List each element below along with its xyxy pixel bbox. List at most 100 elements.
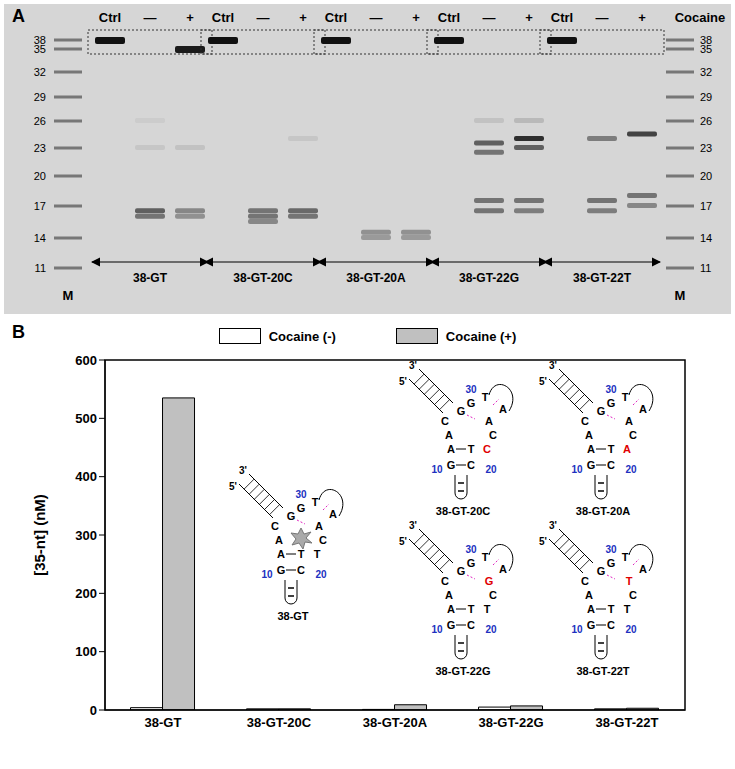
svg-text:A: A xyxy=(12,6,25,26)
svg-text:5': 5' xyxy=(399,536,407,547)
svg-text:A: A xyxy=(275,534,283,546)
svg-text:500: 500 xyxy=(75,411,97,426)
svg-text:23: 23 xyxy=(700,142,712,154)
svg-text:20: 20 xyxy=(625,624,637,635)
svg-text:A: A xyxy=(499,403,507,415)
svg-text:G: G xyxy=(467,557,476,569)
svg-text:C: C xyxy=(271,520,279,532)
svg-text:G: G xyxy=(277,564,286,576)
svg-text:C: C xyxy=(483,443,491,455)
svg-text:[35-nt] (nM): [35-nt] (nM) xyxy=(31,494,48,576)
svg-text:T: T xyxy=(626,575,633,587)
svg-text:29: 29 xyxy=(34,91,46,103)
svg-text:G: G xyxy=(485,575,494,587)
svg-text:M: M xyxy=(63,288,74,303)
svg-text:38-GT-20C: 38-GT-20C xyxy=(233,271,293,285)
svg-text:Ctrl: Ctrl xyxy=(99,10,121,25)
svg-text:Ctrl: Ctrl xyxy=(325,10,347,25)
svg-text:32: 32 xyxy=(700,66,712,78)
svg-text:C: C xyxy=(441,415,449,427)
svg-text:G: G xyxy=(607,397,616,409)
svg-text:—: — xyxy=(370,10,383,25)
svg-text:38-GT-20C: 38-GT-20C xyxy=(247,715,312,730)
svg-text:30: 30 xyxy=(465,544,477,555)
svg-text:C: C xyxy=(467,619,475,631)
svg-text:400: 400 xyxy=(75,469,97,484)
svg-text:+: + xyxy=(525,10,533,25)
svg-text:+: + xyxy=(638,10,646,25)
svg-text:38-GT-22T: 38-GT-22T xyxy=(576,665,629,677)
svg-text:Ctrl: Ctrl xyxy=(438,10,460,25)
svg-text:17: 17 xyxy=(700,200,712,212)
svg-text:26: 26 xyxy=(700,115,712,127)
svg-text:Ctrl: Ctrl xyxy=(212,10,234,25)
svg-text:A: A xyxy=(445,429,453,441)
svg-text:A: A xyxy=(277,548,285,560)
svg-text:5': 5' xyxy=(539,536,547,547)
svg-text:G: G xyxy=(587,619,596,631)
svg-text:3': 3' xyxy=(409,520,417,531)
svg-text:—: — xyxy=(596,10,609,25)
svg-text:30: 30 xyxy=(605,384,617,395)
svg-text:T: T xyxy=(314,548,321,560)
svg-text:A: A xyxy=(315,520,323,532)
svg-text:5': 5' xyxy=(539,376,547,387)
svg-text:38-GT-22G: 38-GT-22G xyxy=(435,665,490,677)
svg-text:5': 5' xyxy=(229,481,237,492)
svg-text:A: A xyxy=(499,563,507,575)
svg-text:10: 10 xyxy=(261,569,273,580)
svg-text:3': 3' xyxy=(549,360,557,371)
svg-text:C: C xyxy=(607,459,615,471)
svg-text:T: T xyxy=(484,603,491,615)
svg-text:Cocaine: Cocaine xyxy=(675,10,726,25)
svg-text:A: A xyxy=(447,603,455,615)
svg-text:5': 5' xyxy=(399,376,407,387)
svg-text:+: + xyxy=(412,10,420,25)
svg-text:C: C xyxy=(441,575,449,587)
svg-text:C: C xyxy=(629,429,637,441)
svg-text:T: T xyxy=(608,443,615,455)
svg-text:23: 23 xyxy=(34,142,46,154)
svg-text:A: A xyxy=(445,589,453,601)
svg-text:A: A xyxy=(639,563,647,575)
svg-text:38-GT-22T: 38-GT-22T xyxy=(596,715,659,730)
svg-text:10: 10 xyxy=(431,464,443,475)
svg-text:38-GT: 38-GT xyxy=(277,610,308,622)
svg-text:G: G xyxy=(287,510,296,522)
svg-text:38-GT: 38-GT xyxy=(145,715,182,730)
svg-text:G: G xyxy=(457,565,466,577)
svg-text:38-GT-22G: 38-GT-22G xyxy=(478,715,543,730)
svg-text:38-GT-22G: 38-GT-22G xyxy=(459,271,519,285)
svg-text:30: 30 xyxy=(295,489,307,500)
svg-text:10: 10 xyxy=(571,464,583,475)
svg-text:38-GT-22T: 38-GT-22T xyxy=(573,271,632,285)
svg-text:C: C xyxy=(629,589,637,601)
svg-text:Ctrl: Ctrl xyxy=(551,10,573,25)
svg-text:10: 10 xyxy=(431,624,443,635)
svg-text:200: 200 xyxy=(75,586,97,601)
svg-text:T: T xyxy=(608,603,615,615)
svg-text:30: 30 xyxy=(605,544,617,555)
svg-text:C: C xyxy=(489,589,497,601)
svg-text:32: 32 xyxy=(34,66,46,78)
svg-text:—: — xyxy=(257,10,270,25)
svg-text:T: T xyxy=(468,603,475,615)
svg-text:G: G xyxy=(297,502,306,514)
svg-text:C: C xyxy=(319,534,327,546)
svg-text:T: T xyxy=(482,551,489,563)
svg-text:0: 0 xyxy=(90,703,97,718)
svg-text:G: G xyxy=(607,557,616,569)
svg-text:T: T xyxy=(622,391,629,403)
svg-text:20: 20 xyxy=(315,569,327,580)
svg-text:T: T xyxy=(298,548,305,560)
svg-text:C: C xyxy=(581,575,589,587)
svg-text:C: C xyxy=(297,564,305,576)
svg-text:26: 26 xyxy=(34,115,46,127)
svg-text:A: A xyxy=(485,415,493,427)
svg-text:A: A xyxy=(329,508,337,520)
svg-text:C: C xyxy=(607,619,615,631)
svg-text:35: 35 xyxy=(700,43,712,55)
svg-text:G: G xyxy=(457,405,466,417)
svg-text:11: 11 xyxy=(35,262,46,274)
svg-text:A: A xyxy=(639,403,647,415)
